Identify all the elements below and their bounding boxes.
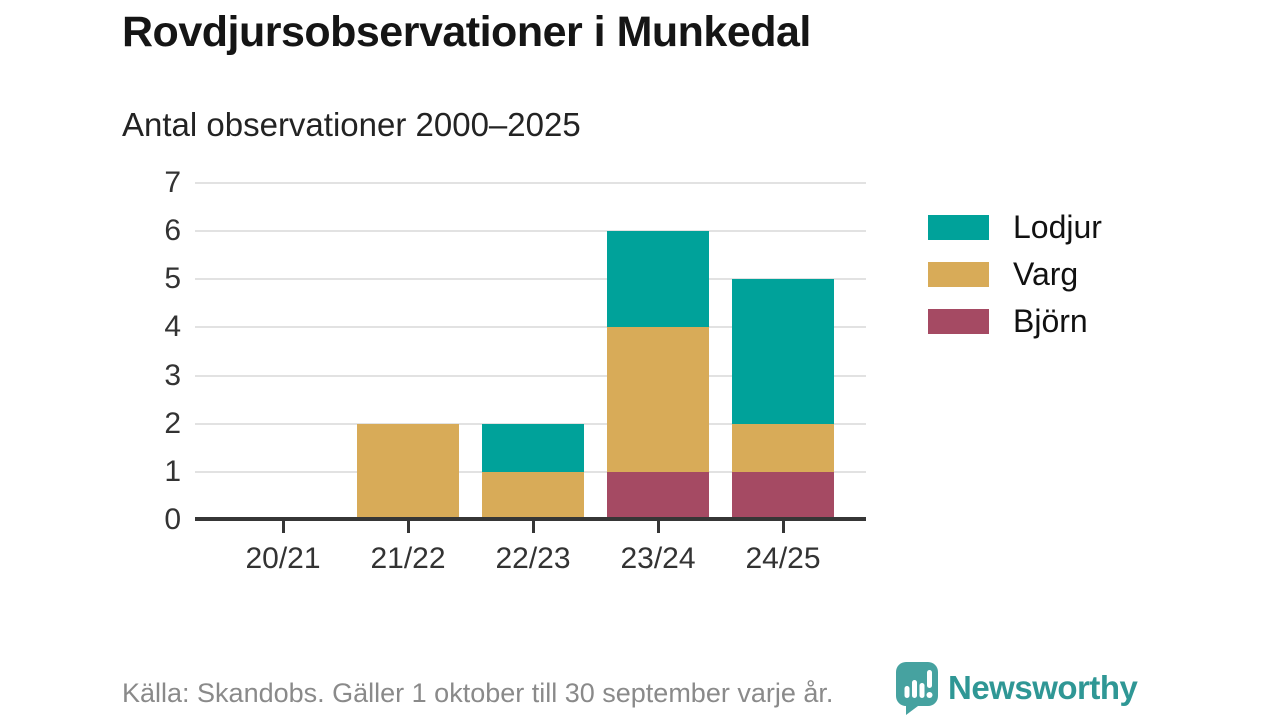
bar-segment-24-25-björn — [732, 471, 834, 520]
newsworthy-icon — [896, 661, 938, 715]
plot-gridline — [195, 182, 866, 184]
y-tick-label: 5 — [164, 262, 181, 296]
y-tick-label: 2 — [164, 406, 181, 440]
x-axis-line — [195, 517, 866, 521]
y-tick-label: 3 — [164, 358, 181, 392]
x-tick-label: 21/22 — [370, 542, 446, 575]
legend-swatch-lodjur — [928, 215, 989, 240]
legend-item-varg: Varg — [928, 256, 1102, 292]
legend-label-varg: Varg — [1013, 256, 1079, 292]
x-tick-label: 20/21 — [245, 542, 321, 575]
y-tick-label: 4 — [164, 310, 181, 344]
x-tick — [531, 521, 535, 533]
bar-segment-23-24-björn — [607, 471, 709, 520]
bar-segment-24-25-lodjur — [732, 279, 834, 424]
legend-label-lodjur: Lodjur — [1013, 209, 1102, 245]
plot-gridline — [195, 374, 866, 377]
source-note: Källa: Skandobs. Gäller 1 oktober till 3… — [122, 678, 834, 708]
legend-item-lodjur: Lodjur — [928, 209, 1102, 245]
chart-title: Rovdjursobservationer i Munkedal — [122, 8, 811, 56]
legend-label-björn: Björn — [1013, 303, 1088, 339]
plot-gridline — [195, 230, 866, 233]
x-tick-label: 22/23 — [495, 542, 571, 575]
x-tick — [281, 521, 285, 533]
x-tick — [406, 521, 410, 533]
bar-segment-23-24-varg — [607, 327, 709, 472]
plot-gridline — [195, 326, 866, 329]
plot-gridline — [195, 278, 866, 281]
y-tick-label: 7 — [164, 166, 181, 199]
newsworthy-logo: Newsworthy — [896, 660, 1138, 716]
x-tick — [656, 521, 660, 533]
legend-swatch-varg — [928, 262, 989, 287]
y-tick-label: 0 — [164, 503, 181, 536]
newsworthy-wordmark: Newsworthy — [948, 669, 1138, 706]
bar-segment-24-25-varg — [732, 423, 834, 472]
bar-segment-23-24-lodjur — [607, 231, 709, 328]
chart-subtitle: Antal observationer 2000–2025 — [122, 106, 581, 143]
y-tick-label: 1 — [164, 454, 181, 488]
y-tick-label: 6 — [164, 214, 181, 248]
bar-segment-22-23-lodjur — [482, 423, 584, 472]
legend-swatch-björn — [928, 309, 989, 334]
legend-item-björn: Björn — [928, 303, 1102, 339]
x-tick-label: 23/24 — [620, 542, 696, 575]
x-tick-label: 24/25 — [745, 542, 821, 575]
x-tick — [781, 521, 785, 533]
legend: Lodjur Varg Björn — [928, 209, 1102, 356]
bar-segment-22-23-varg — [482, 471, 584, 520]
bar-segment-21-22-varg — [357, 423, 459, 520]
